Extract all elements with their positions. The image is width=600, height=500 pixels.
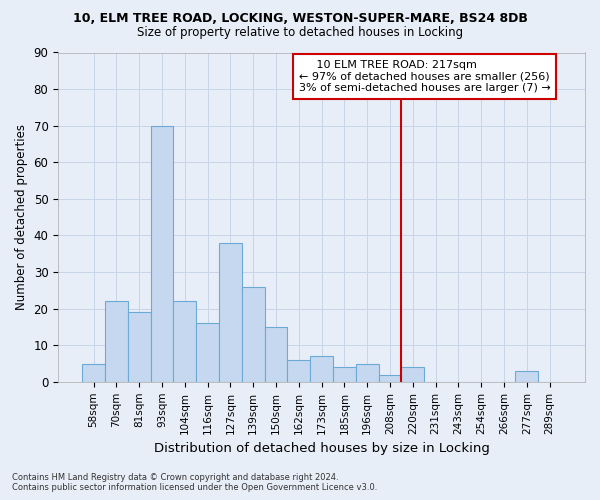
Text: Size of property relative to detached houses in Locking: Size of property relative to detached ho… bbox=[137, 26, 463, 39]
Bar bbox=[151, 126, 173, 382]
Text: 10, ELM TREE ROAD, LOCKING, WESTON-SUPER-MARE, BS24 8DB: 10, ELM TREE ROAD, LOCKING, WESTON-SUPER… bbox=[73, 12, 527, 26]
Bar bbox=[356, 364, 379, 382]
Y-axis label: Number of detached properties: Number of detached properties bbox=[15, 124, 28, 310]
Bar bbox=[265, 327, 287, 382]
Bar bbox=[219, 243, 242, 382]
X-axis label: Distribution of detached houses by size in Locking: Distribution of detached houses by size … bbox=[154, 442, 490, 455]
Bar bbox=[310, 356, 333, 382]
Text: 10 ELM TREE ROAD: 217sqm
← 97% of detached houses are smaller (256)
3% of semi-d: 10 ELM TREE ROAD: 217sqm ← 97% of detach… bbox=[299, 60, 551, 93]
Bar bbox=[105, 302, 128, 382]
Bar bbox=[173, 302, 196, 382]
Bar bbox=[287, 360, 310, 382]
Bar bbox=[515, 371, 538, 382]
Text: Contains HM Land Registry data © Crown copyright and database right 2024.
Contai: Contains HM Land Registry data © Crown c… bbox=[12, 473, 377, 492]
Bar bbox=[242, 286, 265, 382]
Bar bbox=[401, 367, 424, 382]
Bar bbox=[379, 374, 401, 382]
Bar bbox=[128, 312, 151, 382]
Bar bbox=[82, 364, 105, 382]
Bar bbox=[196, 324, 219, 382]
Bar bbox=[333, 367, 356, 382]
